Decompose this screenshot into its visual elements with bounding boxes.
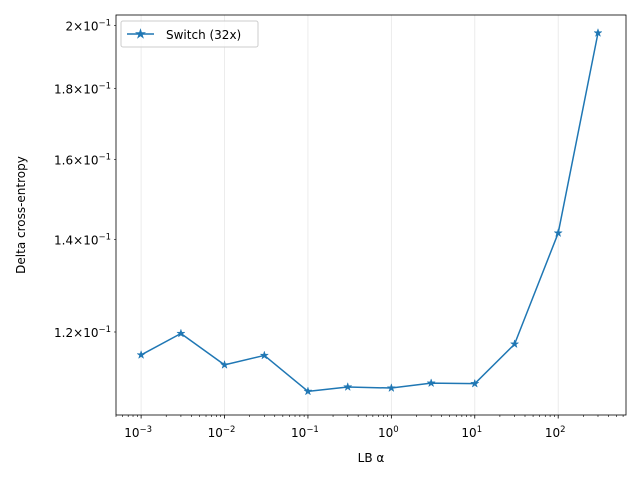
data-point-star-marker — [259, 350, 270, 360]
y-tick-label: 1.2×10−1 — [54, 325, 111, 340]
y-tick-label: 1.8×10−1 — [54, 82, 111, 97]
legend-label: Switch (32x) — [166, 28, 241, 42]
data-point-star-marker — [470, 378, 480, 388]
data-point-star-marker — [593, 27, 603, 38]
series-line — [140, 32, 599, 393]
data-point-star-marker — [176, 328, 186, 338]
data-point-star-marker — [386, 383, 397, 393]
data-point-star-marker — [553, 228, 563, 238]
x-axis-label: LB α — [358, 451, 385, 465]
plot-area-frame — [115, 14, 627, 416]
y-tick-label: 2×10−1 — [65, 18, 111, 33]
gridlines — [140, 15, 559, 415]
x-axis: 10−3 10−2 10−1 100 101 102 — [115, 415, 624, 440]
legend-box — [120, 20, 259, 48]
data-point-star-marker — [426, 378, 436, 388]
data-point-star-marker — [342, 381, 353, 392]
x-tick-label: 10−1 — [291, 425, 319, 440]
data-point-star-marker — [509, 339, 520, 349]
data-point-star-marker — [136, 349, 146, 359]
y-tick-label: 1.6×10−1 — [54, 152, 111, 167]
x-tick-label: 100 — [378, 425, 399, 440]
y-axis: 1.2×10−1 1.4×10−1 1.6×10−1 1.8×10−1 2×10−1 — [54, 18, 116, 340]
x-tick-label: 101 — [461, 425, 482, 440]
x-tick-label: 102 — [545, 425, 566, 440]
y-tick-label: 1.4×10−1 — [54, 232, 111, 247]
legend-star-marker — [134, 28, 147, 39]
legend: Switch (32x) — [120, 20, 259, 48]
x-tick-label: 10−3 — [124, 425, 152, 440]
data-point-star-marker — [219, 359, 230, 369]
series-layer — [136, 27, 603, 396]
y-axis-label: Delta cross-entropy — [14, 156, 28, 274]
data-point-star-marker — [303, 386, 313, 396]
x-tick-label: 10−2 — [208, 425, 236, 440]
